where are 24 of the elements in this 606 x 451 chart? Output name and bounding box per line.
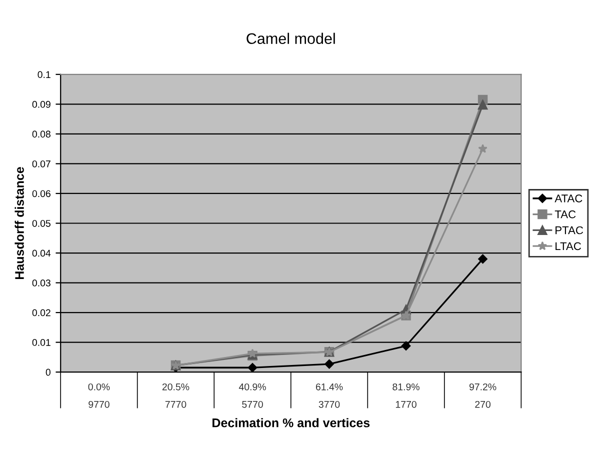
x-tick-label: 20.5% 7770 [162,383,190,408]
y-tick-label: 0.06 [32,190,50,198]
x-tick-label: 40.9% 5770 [238,383,266,408]
y-tick-label: 0.02 [32,309,50,316]
legend-label: LTAC [556,242,581,250]
y-tick-label: 0.09 [32,100,50,108]
y-tick-label: 0.01 [32,339,50,346]
y-tick-label: 0.08 [32,130,50,138]
legend-label: PTAC [556,226,584,234]
y-tick-label: 0.05 [32,220,50,227]
y-tick-label: 0.1 [38,71,50,78]
chart-title: Camel model [246,32,335,44]
y-axis-title: Hausdorff distance [14,167,24,280]
x-tick-label: 81.9% 1770 [392,383,420,408]
x-tick-label: 0.0% 9770 [88,383,110,408]
legend-label: TAC [554,210,576,218]
y-tick-label: 0.07 [32,160,50,168]
y-tick-label: 0 [46,368,50,376]
y-tick-label: 0.03 [32,280,50,286]
legend-label: ATAC [554,194,582,202]
x-axis-title: Decimation % and vertices [212,418,370,428]
x-tick-label: 97.2% 270 [469,383,496,408]
x-tick-label: 61.4% 3770 [316,383,343,408]
y-tick-label: 0.04 [32,250,51,257]
